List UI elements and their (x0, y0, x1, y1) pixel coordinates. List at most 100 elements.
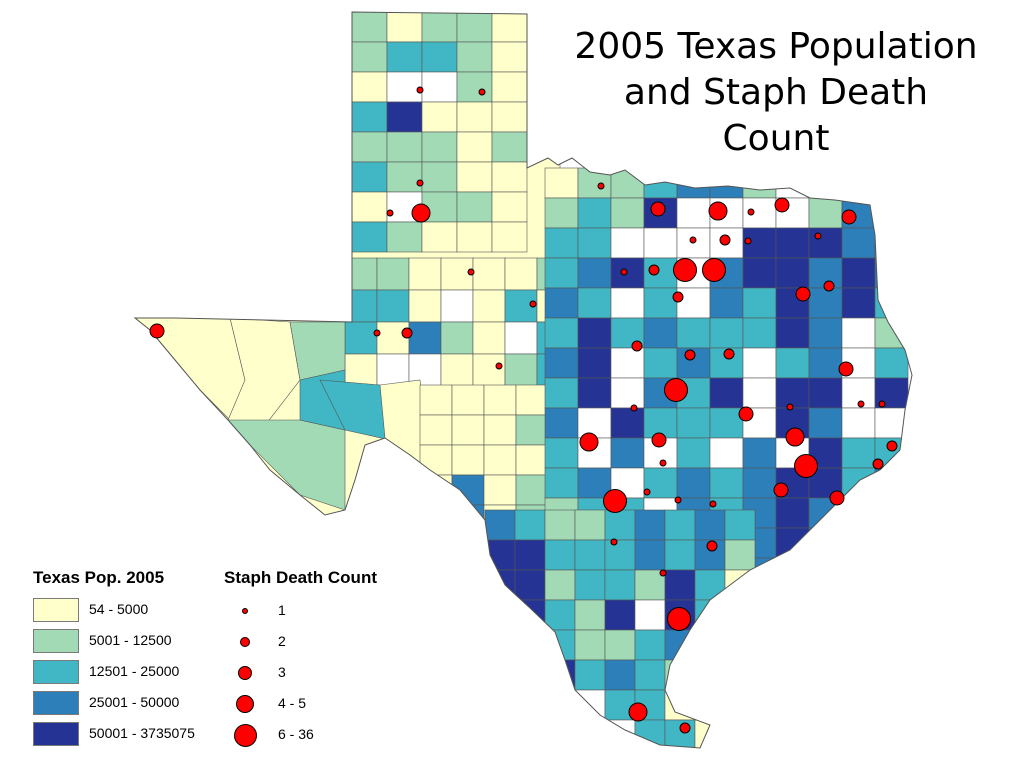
county (610, 257, 645, 289)
county (742, 257, 777, 289)
county (351, 161, 388, 193)
county (808, 407, 843, 439)
staph-death-marker (872, 458, 884, 470)
county (742, 347, 777, 379)
legend-label: 5001 - 12500 (89, 632, 172, 648)
staph-death-marker (719, 234, 731, 246)
county (808, 377, 843, 409)
county (544, 569, 576, 601)
staph-death-marker (794, 454, 818, 478)
staph-death-marker (386, 209, 394, 217)
staph-death-marker (841, 209, 857, 225)
county (544, 287, 579, 319)
county (544, 197, 579, 229)
county (634, 509, 666, 541)
county (643, 467, 678, 499)
county (634, 599, 666, 631)
county (808, 587, 843, 619)
county (709, 317, 744, 349)
staph-death-marker (679, 722, 691, 734)
county (544, 407, 579, 439)
staph-death-marker (838, 361, 854, 377)
county (676, 407, 711, 439)
staph-death-marker (747, 208, 755, 216)
legend-label: 54 - 5000 (89, 601, 149, 617)
county (408, 289, 442, 323)
county (419, 474, 453, 506)
county (841, 167, 876, 199)
county (694, 569, 726, 601)
county (544, 167, 579, 199)
staph-death-marker (628, 702, 648, 722)
county (351, 41, 388, 73)
staph-death-marker (708, 201, 728, 221)
county (344, 353, 378, 387)
legend-label: 1 (278, 602, 286, 618)
county (344, 257, 378, 291)
county (676, 287, 711, 319)
county (514, 689, 546, 721)
county (724, 629, 756, 661)
county (841, 527, 876, 559)
county (515, 474, 549, 506)
legend-dot-2 (240, 637, 250, 647)
county (808, 167, 843, 199)
county (491, 131, 528, 163)
county (604, 569, 636, 601)
county (456, 71, 493, 103)
staph-death-marker (738, 406, 754, 422)
county (808, 197, 843, 229)
county (709, 287, 744, 319)
county (775, 587, 810, 619)
county (544, 347, 579, 379)
staph-death-marker (814, 232, 822, 240)
county (376, 321, 410, 355)
county (574, 569, 606, 601)
legend-dot-5 (234, 724, 257, 747)
county (775, 167, 810, 199)
county (491, 191, 528, 223)
county (841, 497, 876, 529)
county (610, 287, 645, 319)
county (456, 41, 493, 73)
county (742, 377, 777, 409)
county (604, 509, 636, 541)
county (724, 599, 756, 631)
title-line-2: and Staph Death (623, 72, 929, 113)
county (643, 227, 678, 259)
death-legend-item: 6 - 36 (226, 720, 336, 751)
county (344, 321, 378, 355)
county (577, 347, 612, 379)
county (344, 289, 378, 323)
county (544, 509, 576, 541)
death-legend-item: 1 (226, 596, 336, 627)
county (440, 289, 474, 323)
county (634, 659, 666, 691)
county (483, 414, 517, 446)
county (386, 12, 423, 43)
county (456, 131, 493, 163)
county (604, 719, 636, 748)
county (808, 527, 843, 559)
county (604, 659, 636, 691)
county (577, 377, 612, 409)
county (484, 629, 516, 661)
county (351, 191, 388, 223)
county (227, 419, 346, 511)
county (742, 317, 777, 349)
county (472, 289, 506, 323)
legend-swatch-5 (33, 722, 79, 746)
county (577, 287, 612, 319)
county (664, 569, 696, 601)
county (421, 131, 458, 163)
county (841, 437, 876, 469)
county (484, 509, 516, 541)
county (386, 161, 423, 193)
county (643, 347, 678, 379)
county (544, 539, 576, 571)
county (491, 12, 528, 43)
county (643, 317, 678, 349)
county (504, 257, 538, 291)
legend-label: 50001 - 3735075 (89, 725, 195, 741)
county (376, 257, 410, 291)
